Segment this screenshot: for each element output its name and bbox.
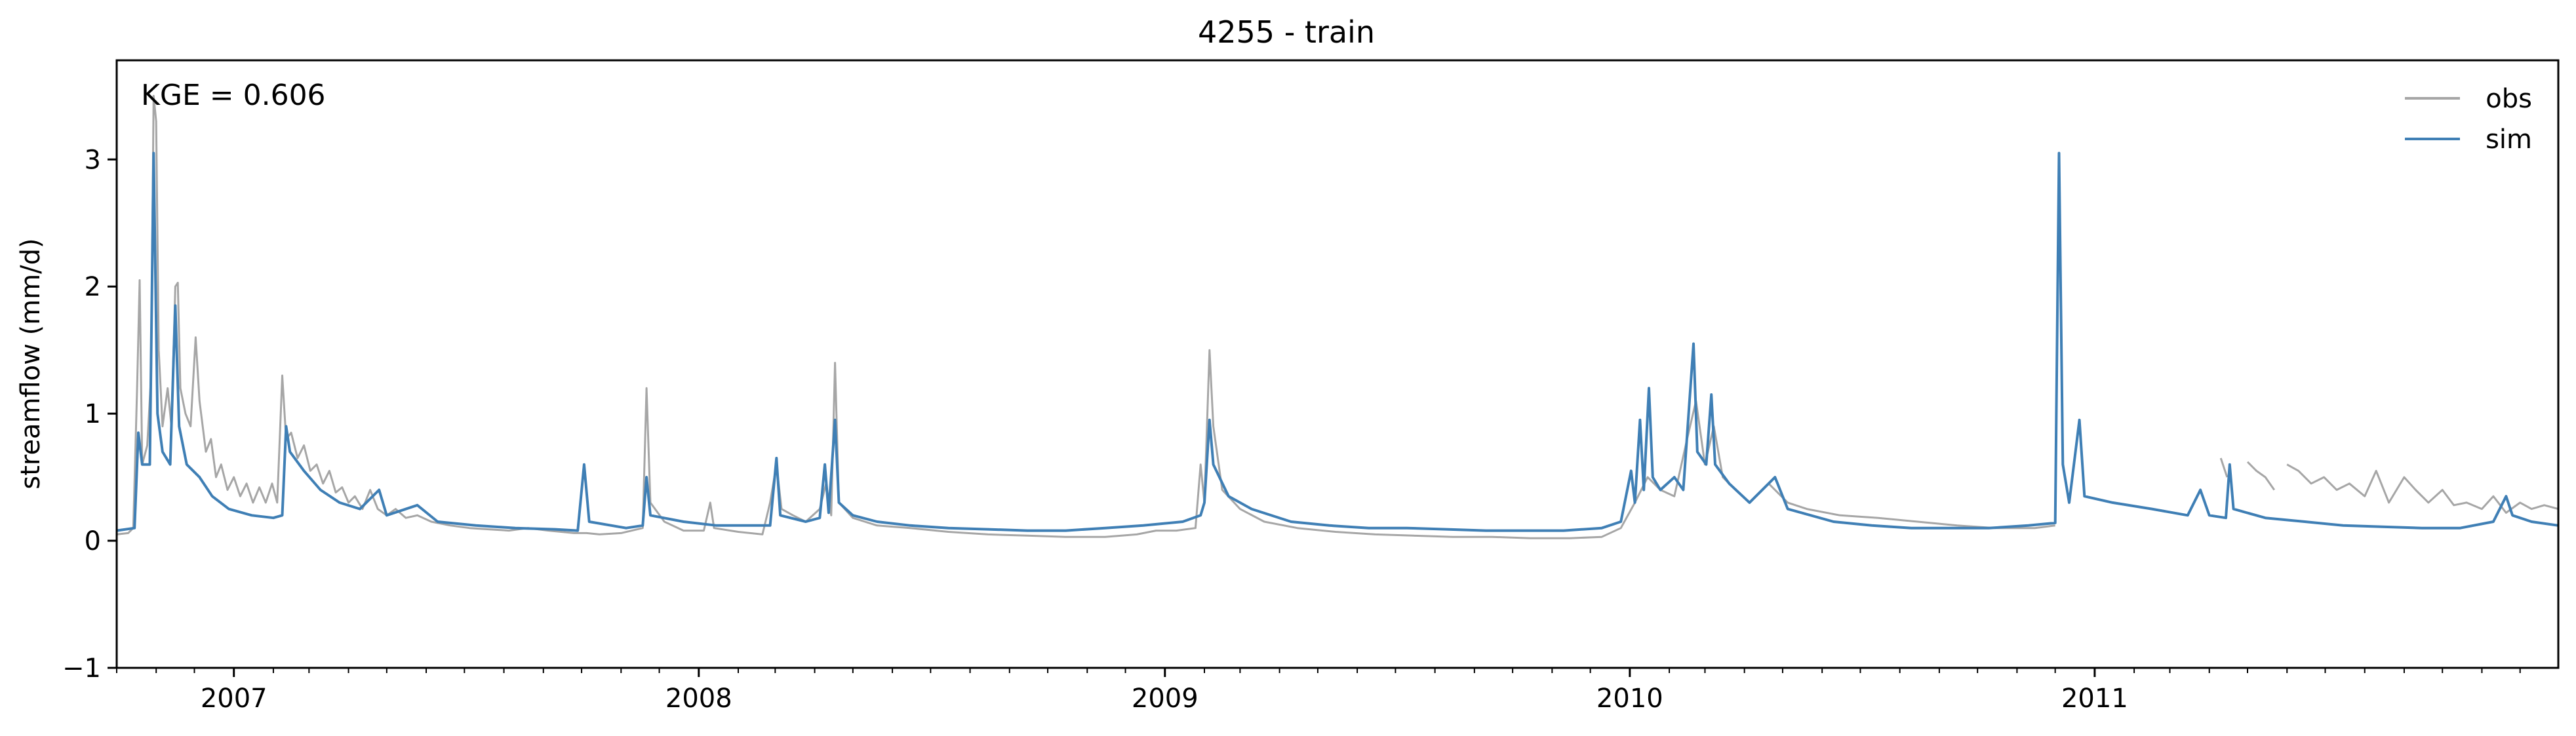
- series-layer: [116, 94, 2559, 539]
- y-tick-label: 0: [85, 526, 101, 556]
- x-tick-label: 2010: [1596, 684, 1663, 714]
- legend-sim-label: sim: [2486, 125, 2532, 155]
- x-axis: 2007 2008 2009 2010 2011: [116, 668, 2521, 714]
- legend: obs sim: [2405, 84, 2532, 155]
- y-axis: −1 0 1 2 3: [62, 145, 117, 684]
- y-tick-label: 1: [85, 399, 101, 429]
- x-tick-label: 2011: [2061, 684, 2128, 714]
- x-tick-label: 2009: [1132, 684, 1199, 714]
- kge-annotation: KGE = 0.606: [141, 79, 326, 112]
- chart-title: 4255 - train: [1198, 14, 1375, 50]
- x-tick-label: 2008: [665, 684, 732, 714]
- series-line-sim: [116, 151, 2559, 532]
- x-tick-label: 2007: [201, 684, 268, 714]
- legend-obs-label: obs: [2486, 84, 2532, 114]
- y-axis-label: streamflow (mm/d): [16, 238, 46, 489]
- plot-frame: [115, 59, 2560, 669]
- y-tick-label: −1: [62, 653, 101, 684]
- y-tick-label: 3: [85, 145, 101, 175]
- y-tick-label: 2: [85, 272, 101, 302]
